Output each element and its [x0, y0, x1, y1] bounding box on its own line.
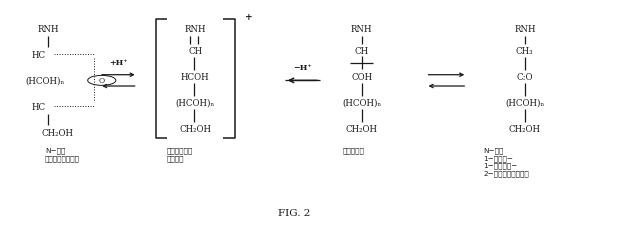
- Text: N−置換
1−アミノ−
1−デオキシ−
2−ケトース、ケト形: N−置換 1−アミノ− 1−デオキシ− 2−ケトース、ケト形: [483, 147, 529, 176]
- Text: エノール形: エノール形: [342, 147, 364, 153]
- Text: RNH: RNH: [184, 25, 206, 34]
- Text: +: +: [245, 13, 253, 22]
- Text: CH₂OH: CH₂OH: [179, 124, 211, 133]
- Text: (HCOH)ₙ: (HCOH)ₙ: [342, 99, 381, 108]
- Text: C:O: C:O: [516, 73, 533, 82]
- Text: (HCOH)ₙ: (HCOH)ₙ: [505, 99, 545, 108]
- Text: O: O: [99, 77, 105, 85]
- Text: CH₃: CH₃: [516, 47, 534, 56]
- Text: CH: CH: [188, 47, 202, 56]
- Text: CH₂OH: CH₂OH: [42, 128, 74, 137]
- Text: N−置換
アルドシルアミン: N−置換 アルドシルアミン: [45, 147, 80, 161]
- Text: +H⁺: +H⁺: [109, 59, 128, 67]
- Text: RNH: RNH: [514, 25, 536, 34]
- Text: CH: CH: [355, 47, 369, 56]
- Text: HC: HC: [31, 51, 45, 60]
- Text: HC: HC: [31, 102, 45, 111]
- Text: (HCOH)ₙ: (HCOH)ₙ: [25, 76, 65, 86]
- Text: RNH: RNH: [37, 25, 59, 34]
- Text: シッフ塡基の
陽イオン: シッフ塡基の 陽イオン: [166, 147, 193, 161]
- Text: CH₂OH: CH₂OH: [346, 124, 378, 133]
- Text: FIG. 2: FIG. 2: [278, 208, 310, 217]
- Text: COH: COH: [351, 73, 372, 82]
- Text: −H⁺: −H⁺: [293, 63, 312, 72]
- Text: CH₂OH: CH₂OH: [509, 124, 541, 133]
- Text: (HCOH)ₙ: (HCOH)ₙ: [175, 99, 215, 108]
- Text: RNH: RNH: [351, 25, 372, 34]
- Text: HCOH: HCOH: [181, 73, 209, 82]
